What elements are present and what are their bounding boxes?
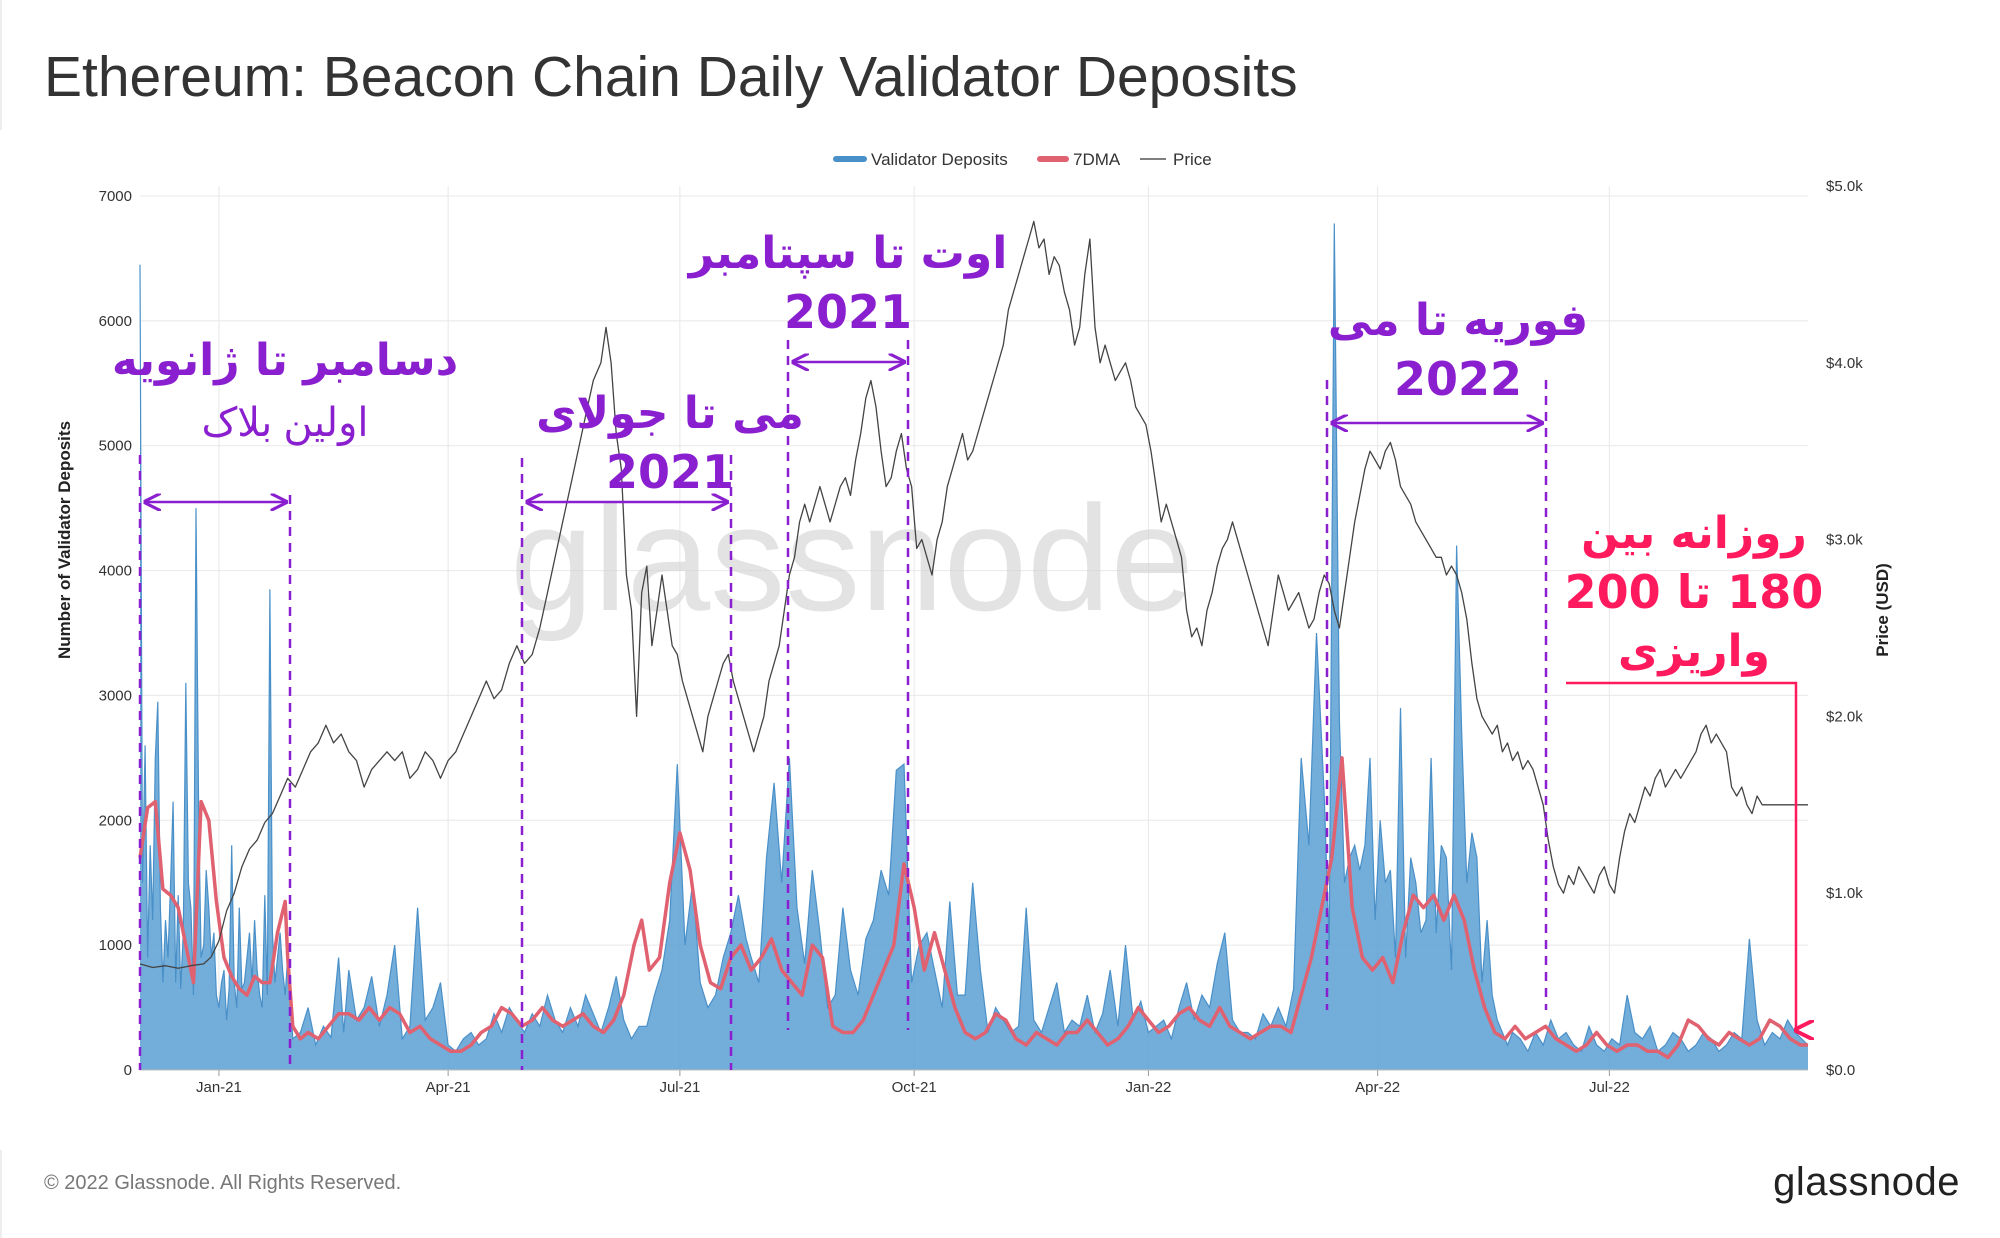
annotation-daily-line2: 180 تا 200	[1565, 565, 1824, 619]
watermark: glassnode	[510, 474, 1194, 642]
y2-tick-label: $5.0k	[1826, 178, 1863, 195]
legend-item-price[interactable]: Price	[1140, 150, 1212, 169]
y-tick-label: 4000	[99, 563, 132, 580]
x-tick-label: Jan-21	[196, 1079, 242, 1096]
x-axis-ticks: Jan-21 Apr-21 Jul-21 Oct-21 Jan-22 Apr-22 Jul-…	[140, 1069, 1808, 1096]
annotation-daily-line1: روزانه بین	[1581, 508, 1807, 559]
annotation-feb-may-title: فوریه تا می	[1328, 295, 1588, 346]
y-tick-label: 2000	[99, 812, 132, 829]
annotation-daily-line3: واریزی	[1618, 626, 1770, 677]
y2-tick-label: $2.0k	[1826, 708, 1863, 725]
left-axis-ticks: 0 1000 2000 3000 4000 5000 6000 7000	[99, 188, 132, 1079]
annotation-may-jul-year: 2021	[606, 445, 734, 499]
deposits-series	[139, 223, 1809, 1070]
y-tick-label: 3000	[99, 687, 132, 704]
annotation-dec-jan-sub: اولین بلاک	[201, 401, 368, 446]
right-axis-ticks: $0.0 $1.0k $2.0k $3.0k $4.0k $5.0k	[1826, 178, 1863, 1079]
glassnode-logo: glassnode	[1773, 1160, 1960, 1204]
annotation-aug-sep-year: 2021	[784, 285, 912, 339]
page-title: Ethereum: Beacon Chain Daily Validator D…	[44, 45, 1298, 109]
legend-label-7dma: 7DMA	[1073, 150, 1121, 169]
legend-label-price: Price	[1173, 150, 1212, 169]
x-tick-label: Jul-22	[1589, 1079, 1630, 1096]
annotation-daily-pointer	[1566, 681, 1796, 1030]
annotation-aug-sep-title: اوت تا سپتامبر	[687, 228, 1008, 279]
copyright-text: © 2022 Glassnode. All Rights Reserved.	[44, 1172, 402, 1194]
y2-axis-title: Price (USD)	[1873, 563, 1892, 657]
legend-label-deposits: Validator Deposits	[871, 150, 1008, 169]
annotation-feb-may-year: 2022	[1394, 352, 1522, 406]
x-tick-label: Apr-22	[1355, 1079, 1400, 1096]
y-tick-label: 0	[124, 1062, 132, 1079]
frame-edge-bottom	[0, 1150, 2, 1238]
annotation-may-jul-title: می تا جولای	[536, 388, 804, 439]
y-tick-label: 7000	[99, 188, 132, 205]
y-tick-label: 5000	[99, 438, 132, 455]
y-tick-label: 6000	[99, 313, 132, 330]
y2-tick-label: $0.0	[1826, 1062, 1855, 1079]
annotation-dec-jan: دسامبر تا ژانویه اولین بلاک	[112, 335, 458, 446]
ma-line	[138, 756, 1808, 1060]
legend-item-7dma[interactable]: 7DMA	[1037, 150, 1121, 169]
ma-series	[138, 756, 1808, 1060]
x-tick-label: Apr-21	[426, 1079, 471, 1096]
annotation-aug-sep: اوت تا سپتامبر 2021	[687, 228, 1008, 339]
x-tick-label: Oct-21	[892, 1079, 937, 1096]
deposits-line	[139, 223, 1809, 1053]
price-line	[139, 220, 1808, 969]
y2-tick-label: $1.0k	[1826, 885, 1863, 902]
y2-tick-label: $3.0k	[1826, 532, 1863, 549]
frame-edge-top	[0, 0, 2, 130]
y-tick-label: 1000	[99, 937, 132, 954]
price-series	[139, 220, 1808, 969]
annotation-dec-jan-title: دسامبر تا ژانویه	[112, 335, 458, 386]
legend-item-deposits[interactable]: Validator Deposits	[833, 150, 1008, 169]
x-tick-label: Jan-22	[1126, 1079, 1172, 1096]
annotation-daily: روزانه بین 180 تا 200 واریزی	[1565, 508, 1824, 677]
annotation-may-jul: می تا جولای 2021	[536, 388, 804, 499]
arrow-daily	[1566, 681, 1796, 1030]
x-tick-label: Jul-21	[659, 1079, 700, 1096]
annotation-lines	[138, 340, 1548, 1070]
y-axis-title: Number of Validator Deposits	[55, 421, 74, 659]
annotation-feb-may: فوریه تا می 2022	[1328, 295, 1588, 406]
legend: Validator Deposits 7DMA Price	[833, 150, 1212, 169]
y2-tick-label: $4.0k	[1826, 355, 1863, 372]
